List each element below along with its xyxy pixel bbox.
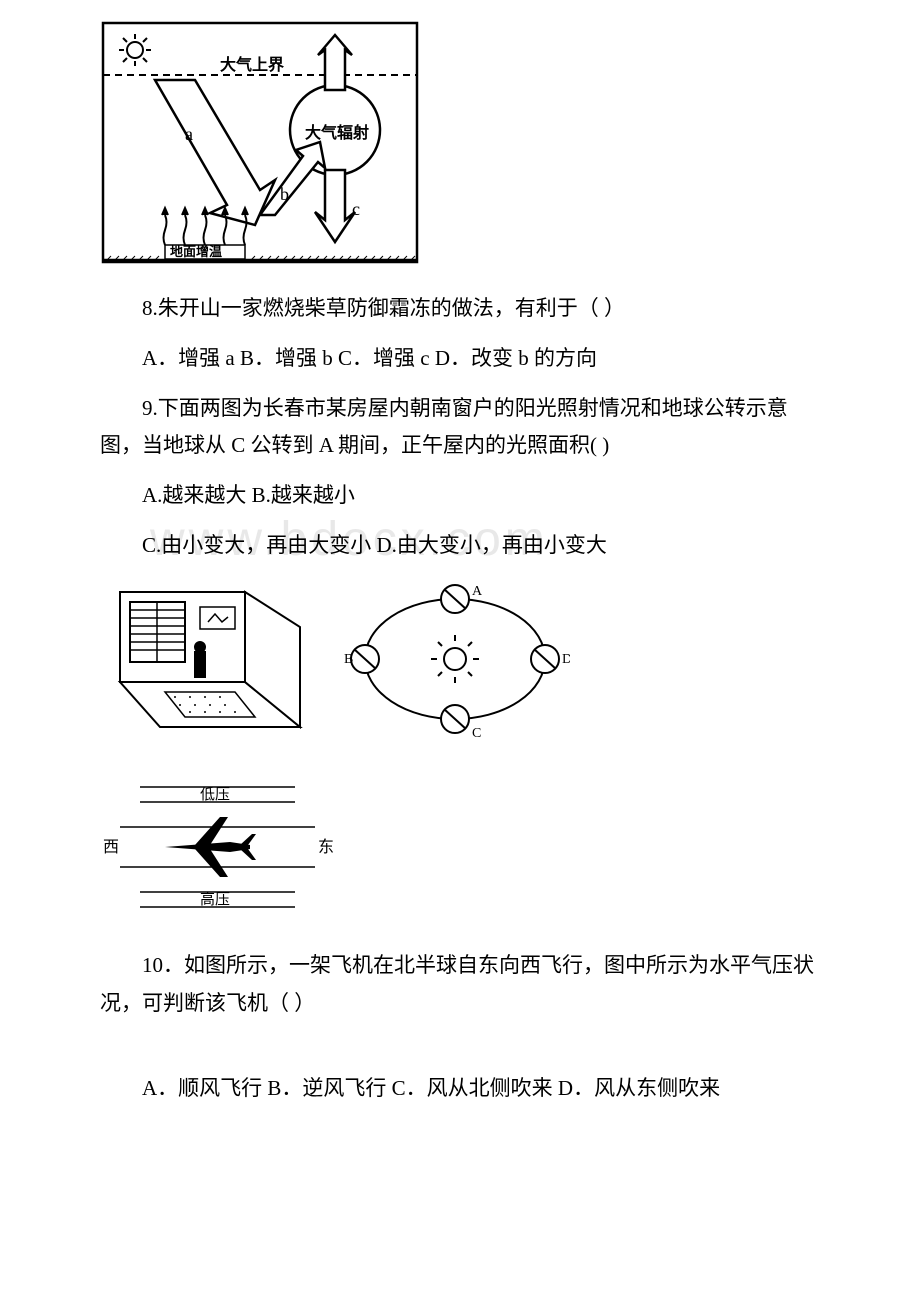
arrow-b-label: b	[280, 184, 289, 204]
high-pressure-label: 高压	[200, 891, 230, 908]
q9-options-line1: A.越来越大 B.越来越小	[100, 477, 820, 515]
room-orbit-diagrams: A B C D	[100, 577, 820, 742]
q8-options: A．增强 a B．增强 b C．增强 c D．改变 b 的方向	[100, 340, 820, 378]
q10-text: 10．如图所示，一架飞机在北半球自东向西飞行，图中所示为水平气压状况，可判断该飞…	[100, 947, 820, 1023]
orbit-b: B	[344, 652, 353, 667]
arrow-a-label: a	[185, 124, 193, 144]
atmosphere-diagram: 大气上界 a 地面增温	[100, 20, 820, 270]
q9-text: 9.下面两图为长春市某房屋内朝南窗户的阳光照射情况和地球公转示意图，当地球从 C…	[100, 390, 820, 466]
atmosphere-top-label: 大气上界	[220, 55, 284, 74]
west-label: 西	[103, 839, 119, 856]
radiation-label: 大气辐射	[305, 123, 369, 142]
orbit-a: A	[472, 584, 483, 599]
orbit-c: C	[472, 726, 481, 741]
q10-options: A．顺风飞行 B．逆风飞行 C．风从北侧吹来 D．风从东侧吹来	[100, 1070, 820, 1108]
arrow-c-label: c	[352, 199, 360, 219]
plane-pressure-diagram: 低压 西 东 高压	[100, 772, 820, 927]
q9-options-line2: C.由小变大，再由大变小 D.由大变小，再由小变大	[100, 527, 820, 565]
east-label: 东	[318, 838, 334, 856]
q8-text: 8.朱开山一家燃烧柴草防御霜冻的做法，有利于（ ）	[100, 290, 820, 328]
low-pressure-label: 低压	[200, 786, 230, 803]
surface-label: 地面增温	[170, 244, 222, 259]
orbit-d: D	[562, 652, 570, 667]
